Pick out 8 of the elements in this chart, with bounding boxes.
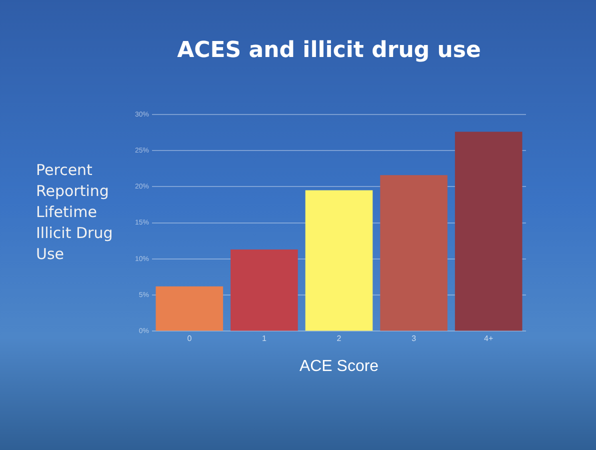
- y-axis-title: Percent Reporting Lifetime Illicit Drug Use: [36, 160, 114, 265]
- x-axis-title: ACE Score: [299, 358, 379, 375]
- x-tick-label: 2: [336, 334, 342, 344]
- x-tick-label: 0: [187, 334, 192, 344]
- x-tick-label: 4+: [484, 334, 494, 344]
- chart-title: ACES and illicit drug use: [177, 38, 481, 63]
- x-tick-label: 1: [262, 334, 267, 344]
- x-tick-label: 3: [412, 334, 417, 344]
